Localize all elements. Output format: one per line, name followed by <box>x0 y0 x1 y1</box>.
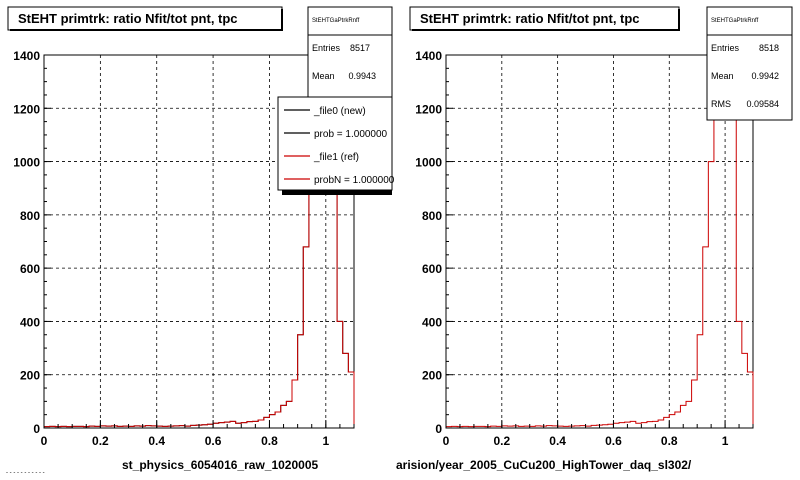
right-hist-bars <box>445 59 754 428</box>
right-ytick-label: 600 <box>422 262 442 276</box>
right-ytick-label: 800 <box>422 209 442 223</box>
right-xtick-label: 0.4 <box>549 434 566 448</box>
right-chart-title: StEHT primtrk: ratio Nfit/tot pnt, tpc <box>420 11 640 26</box>
right-ytick-label: 1400 <box>415 49 442 63</box>
legend-label: probN = 1.000000 <box>314 175 395 186</box>
left-ytick-label: 1400 <box>13 49 40 63</box>
left-legend-box <box>277 96 393 191</box>
right-xtick-label: 0.8 <box>661 434 678 448</box>
left-ytick-label: 1200 <box>13 102 40 116</box>
left-series-1-step <box>43 59 355 428</box>
left-xtick-label: 0 <box>41 434 48 448</box>
left-chart-title: StEHT primtrk: ratio Nfit/tot pnt, tpc <box>18 11 238 26</box>
right-xtick-label: 1 <box>722 434 729 448</box>
left-ytick-label: 1000 <box>13 156 40 170</box>
right-ytick-label: 0 <box>435 422 442 436</box>
right-xtick-label: 0 <box>443 434 450 448</box>
right-ytick-label: 1200 <box>415 102 442 116</box>
left-corner-scribble: - - - - - - - - - - - <box>6 470 45 476</box>
left-xtick-label: 0.4 <box>148 434 165 448</box>
left-ytick-label: 800 <box>20 209 40 223</box>
left-stats-mean-label: Mean <box>312 71 335 81</box>
left-x-caption: st_physics_6054016_raw_1020005 <box>122 458 318 472</box>
left-xtick-label: 1 <box>322 434 329 448</box>
right-stats-title: StEHTGaPtrkRnff <box>711 18 759 24</box>
left-xtick-label: 0.8 <box>261 434 278 448</box>
legend-label: prob = 1.000000 <box>314 129 388 140</box>
right-ytick-label: 400 <box>422 315 442 329</box>
right-ytick-label: 200 <box>422 369 442 383</box>
right-stats-entries-value: 8518 <box>759 43 779 53</box>
left-ytick-label: 200 <box>20 369 40 383</box>
right-stats-mean-label: Mean <box>711 71 734 81</box>
right-stats-rms-value: 0.09584 <box>746 99 779 109</box>
left-hist-bars <box>43 59 355 428</box>
left-stats-entries-value: 8517 <box>350 43 370 53</box>
right-series-0-step <box>445 59 754 428</box>
left-legend: _file0 (new) prob = 1.000000 _file1 (ref) p… <box>284 106 395 186</box>
legend-label: _file1 (ref) <box>313 152 359 163</box>
right-stats-mean-value: 0.9942 <box>751 71 779 81</box>
left-axis-ticks: 0 200 400 600 800 1000 1200 1400 0 0.2 0.4 0.6 0.8 1 <box>13 49 355 448</box>
left-stats-box <box>307 6 393 98</box>
left-stats-title: StEHTGaPtrkRnff <box>312 18 360 24</box>
legend-label: _file0 (new) <box>313 106 366 117</box>
right-stats-entries-label: Entries <box>711 43 740 53</box>
right-xtick-label: 0.2 <box>493 434 510 448</box>
left-stats-mean-value: 0.9943 <box>348 71 376 81</box>
left-ytick-label: 400 <box>20 315 40 329</box>
left-xtick-label: 0.2 <box>92 434 109 448</box>
right-stats-rms-label: RMS <box>711 99 731 109</box>
left-ytick-label: 600 <box>20 262 40 276</box>
left-stats-entries-label: Entries <box>312 43 341 53</box>
left-xtick-label: 0.6 <box>205 434 222 448</box>
right-axis-ticks: 0 200 400 600 800 1000 1200 1400 0 0.2 0.4 0.6 0.8 1 <box>415 49 754 448</box>
right-x-caption: arision/year_2005_CuCu200_HighTower_daq_… <box>396 458 692 472</box>
right-stats-box <box>706 6 793 121</box>
right-ytick-label: 1000 <box>415 156 442 170</box>
left-ytick-label: 0 <box>33 422 40 436</box>
right-xtick-label: 0.6 <box>605 434 622 448</box>
